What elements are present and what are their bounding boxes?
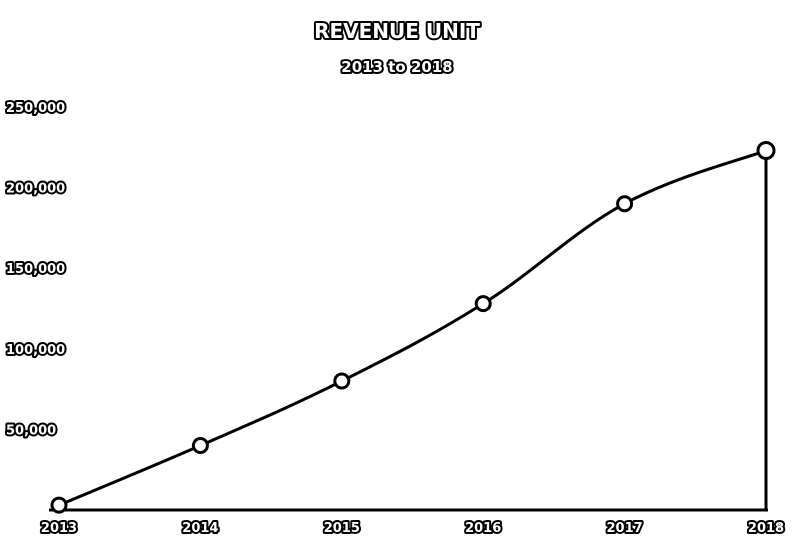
y-tick-label: 50,000 (6, 423, 56, 438)
chart-subtitle: 2013 to 2018 (341, 58, 452, 76)
data-point (191, 437, 209, 455)
y-tick-label: 200,000 (6, 182, 65, 197)
x-tick-label: 2017 (607, 521, 643, 536)
axes (49, 150, 768, 512)
x-tick-label: 2014 (182, 521, 218, 536)
data-point (474, 295, 492, 313)
y-tick-label: 100,000 (6, 343, 65, 358)
x-tick-labels: 2013 2014 2015 2016 2017 2018 (39, 519, 786, 538)
y-tick-label: 150,000 (6, 262, 65, 277)
x-tick-label: 2015 (324, 521, 360, 536)
series-markers (50, 141, 776, 514)
x-tick-label: 2016 (465, 521, 501, 536)
y-tick-labels: 250,000 200,000 150,000 100,000 50,000 (4, 99, 67, 440)
x-tick-label: 2018 (748, 521, 784, 536)
x-tick-label: 2013 (41, 521, 77, 536)
chart-title: REVENUE UNIT (314, 19, 480, 43)
data-point (333, 372, 351, 390)
data-point (756, 141, 776, 161)
series-line (57, 149, 768, 507)
data-point (616, 195, 634, 213)
data-point (50, 496, 68, 514)
series-path (57, 149, 768, 507)
y-tick-label: 250,000 (6, 101, 65, 116)
